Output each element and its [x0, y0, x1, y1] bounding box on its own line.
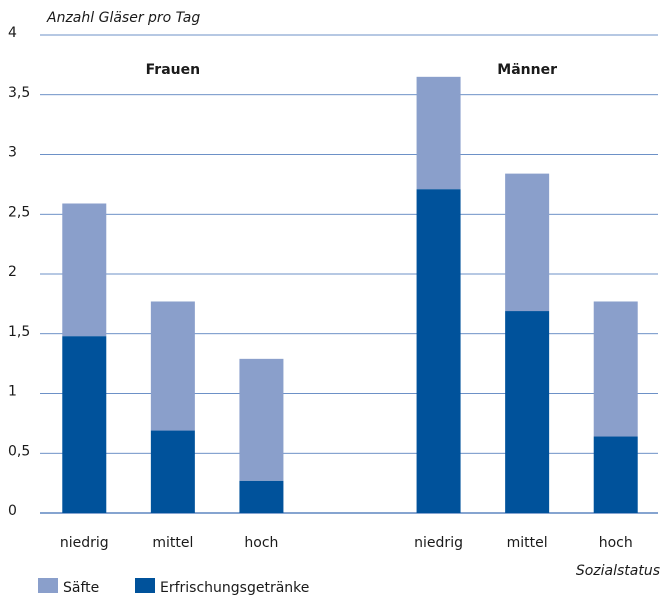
legend-label: Säfte [63, 580, 99, 596]
bar-segment [62, 203, 107, 337]
bar-segment [416, 189, 461, 513]
y-tick-label: 1 [8, 384, 17, 400]
legend-label: Erfrischungsgetränke [160, 580, 309, 596]
x-tick-label: hoch [244, 535, 278, 551]
x-axis-label: Sozialstatus [576, 563, 660, 579]
bar-segment [505, 173, 550, 312]
y-tick-label: 2 [8, 264, 17, 280]
y-tick-label: 3 [8, 145, 17, 161]
x-tick-label: mittel [507, 535, 548, 551]
y-tick-label: 2,5 [8, 204, 30, 220]
bar-segment [593, 301, 638, 437]
bar-segment [505, 311, 550, 513]
x-tick-label: niedrig [414, 535, 463, 551]
legend-swatch [135, 578, 155, 593]
bar-segment [150, 301, 195, 431]
x-tick-label: hoch [599, 535, 633, 551]
bar-segment [593, 436, 638, 513]
x-tick-label: mittel [152, 535, 193, 551]
chart-title: Anzahl Gläser pro Tag [46, 10, 200, 26]
y-tick-label: 0,5 [8, 443, 30, 459]
y-tick-label: 3,5 [8, 85, 30, 101]
bar-segment [150, 430, 195, 513]
y-tick-label: 0 [8, 503, 17, 519]
legend-swatch [38, 578, 58, 593]
y-tick-label: 1,5 [8, 324, 30, 340]
bar-segment [416, 76, 461, 190]
x-tick-label: niedrig [60, 535, 109, 551]
y-tick-label: 4 [8, 25, 17, 41]
group-label: Frauen [146, 62, 200, 78]
bar-segment [239, 480, 284, 513]
bar-segment [62, 336, 107, 513]
group-label: Männer [497, 62, 557, 78]
bar-segment [239, 358, 284, 481]
